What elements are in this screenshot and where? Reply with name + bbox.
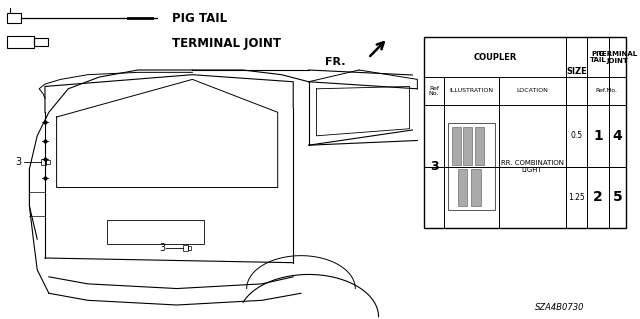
Bar (182, 245, 188, 251)
Bar (7, 36, 35, 48)
Text: TERMINAL JOINT: TERMINAL JOINT (172, 38, 281, 50)
Text: 0.5: 0.5 (570, 131, 582, 140)
Text: 3: 3 (159, 243, 165, 253)
Text: 1: 1 (593, 129, 603, 143)
Text: 3: 3 (15, 157, 22, 167)
Text: TERMINAL
JOINT: TERMINAL JOINT (598, 50, 637, 63)
Bar (107, 220, 204, 244)
Text: LOCATION: LOCATION (516, 88, 548, 93)
Text: 2: 2 (593, 190, 603, 204)
Bar (458, 168, 467, 205)
Text: Ref
No.: Ref No. (429, 85, 439, 96)
Text: SZA4B0730: SZA4B0730 (535, 303, 584, 313)
Text: COUPLER: COUPLER (473, 53, 516, 62)
Bar (35, 38, 48, 46)
Text: 5: 5 (612, 190, 623, 204)
Text: PIG TAIL: PIG TAIL (172, 11, 227, 25)
Bar (471, 168, 481, 205)
Bar (463, 128, 472, 165)
Bar (7, 13, 20, 23)
Bar (188, 246, 191, 250)
Bar (46, 160, 50, 164)
Text: 3: 3 (429, 160, 438, 173)
Bar (41, 159, 46, 165)
Bar (452, 128, 461, 165)
Text: Ref.No.: Ref.No. (596, 88, 618, 93)
Text: RR. COMBINATION
LIGHT: RR. COMBINATION LIGHT (500, 160, 564, 173)
Bar (448, 123, 495, 210)
Text: 4: 4 (612, 129, 623, 143)
Bar (476, 128, 484, 165)
Text: SIZE: SIZE (566, 66, 587, 76)
Text: PIG
TAIL: PIG TAIL (589, 50, 606, 63)
Text: FR.: FR. (325, 57, 346, 67)
Text: 1.25: 1.25 (568, 193, 585, 202)
Text: ILLUSTRATION: ILLUSTRATION (449, 88, 493, 93)
Bar (424, 37, 627, 228)
